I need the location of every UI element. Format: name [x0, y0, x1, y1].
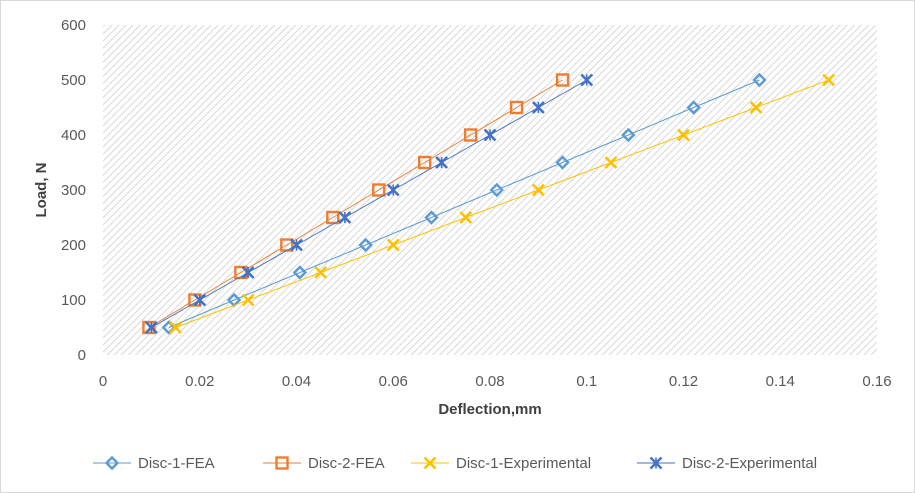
data-point-disc-2-experimental [531, 101, 545, 114]
data-point-disc-2-experimental [435, 156, 449, 169]
data-point-disc-2-fea [142, 320, 156, 335]
data-point-disc-1-fea [358, 237, 373, 253]
data-point-disc-1-experimental [822, 73, 836, 87]
data-point-disc-1-experimental [314, 266, 328, 279]
y-axis-ticks: 0 100 200 300 400 500 600 [61, 17, 86, 364]
y-tick-label: 200 [61, 237, 86, 254]
data-point-disc-1-fea [686, 100, 701, 115]
data-point-disc-1-experimental [241, 293, 255, 307]
y-axis-title: Load, N [33, 163, 50, 218]
x-tick-label: 0.12 [669, 373, 698, 390]
square-icon [275, 456, 289, 470]
x-tick-label: 0.06 [379, 373, 408, 390]
data-point-disc-2-experimental [338, 211, 352, 224]
legend-label: Disc-2-FEA [308, 455, 385, 472]
data-point-disc-1-fea [292, 265, 308, 280]
x-tick-label: 0 [99, 373, 107, 390]
y-tick-label: 100 [61, 292, 86, 309]
x-tick-label: 0.08 [475, 373, 504, 390]
x-tick-label: 0.02 [185, 373, 214, 390]
data-point-disc-1-fea [621, 127, 636, 143]
legend-item-disc-1-fea: Disc-1-FEA [93, 455, 215, 472]
data-point-disc-2-fea [509, 100, 524, 115]
y-tick-label: 600 [61, 17, 86, 34]
legend-item-disc-1-experimental: Disc-1-Experimental [411, 455, 591, 472]
data-point-disc-1-fea [489, 182, 504, 198]
x-cross-icon [423, 456, 437, 470]
data-point-disc-1-experimental [459, 211, 473, 224]
data-point-disc-1-fea [424, 210, 439, 225]
series-line-disc-2-experimental [151, 79, 587, 328]
data-point-disc-2-experimental [241, 266, 255, 279]
data-point-disc-1-fea [555, 155, 570, 170]
data-point-disc-2-fea [326, 210, 340, 225]
data-point-disc-2-experimental [290, 238, 303, 252]
diamond-icon [104, 455, 120, 471]
data-point-disc-2-fea [555, 73, 570, 87]
x-axis-ticks: 0 0.02 0.04 0.06 0.08 0.1 0.12 0.14 0.16 [99, 373, 892, 390]
data-point-disc-1-experimental [604, 156, 618, 169]
x-tick-label: 0.04 [282, 373, 311, 390]
data-point-disc-2-fea [417, 155, 432, 170]
legend-label: Disc-2-Experimental [682, 455, 817, 472]
legend-item-disc-2-fea: Disc-2-FEA [263, 455, 385, 472]
data-point-disc-2-experimental [193, 293, 207, 307]
y-tick-label: 300 [61, 182, 86, 199]
data-point-disc-2-fea [463, 128, 478, 142]
star-cross-icon [649, 456, 663, 470]
data-point-disc-1-experimental [677, 128, 690, 142]
x-tick-label: 0.1 [576, 373, 597, 390]
x-tick-label: 0.16 [862, 373, 891, 390]
legend-label: Disc-1-FEA [138, 455, 215, 472]
data-point-disc-1-experimental [386, 238, 400, 252]
data-point-disc-2-experimental [144, 321, 158, 334]
series-line-disc-1-fea [168, 79, 760, 328]
y-tick-label: 500 [61, 72, 86, 89]
data-point-disc-1-experimental [169, 321, 182, 334]
x-tick-label: 0.14 [766, 373, 795, 390]
legend-label: Disc-1-Experimental [456, 455, 591, 472]
data-point-disc-1-fea [752, 72, 767, 88]
x-axis-title: Deflection,mm [438, 401, 541, 418]
legend: Disc-1-FEA Disc-2-FEA Disc-1-Experimental D… [93, 455, 817, 472]
chart-marks [142, 72, 836, 335]
y-tick-label: 0 [78, 347, 86, 364]
legend-item-disc-2-experimental: Disc-2-Experimental [637, 455, 817, 472]
data-point-disc-1-experimental [531, 183, 545, 197]
data-point-disc-2-experimental [483, 128, 497, 142]
data-point-disc-2-experimental [386, 183, 400, 197]
data-point-disc-2-experimental [580, 73, 594, 87]
series-line-disc-1-experimental [175, 79, 829, 328]
series-line-disc-2-fea [148, 79, 563, 328]
y-tick-label: 400 [61, 127, 86, 144]
data-point-disc-2-fea [372, 183, 386, 197]
data-point-disc-1-experimental [749, 101, 763, 114]
